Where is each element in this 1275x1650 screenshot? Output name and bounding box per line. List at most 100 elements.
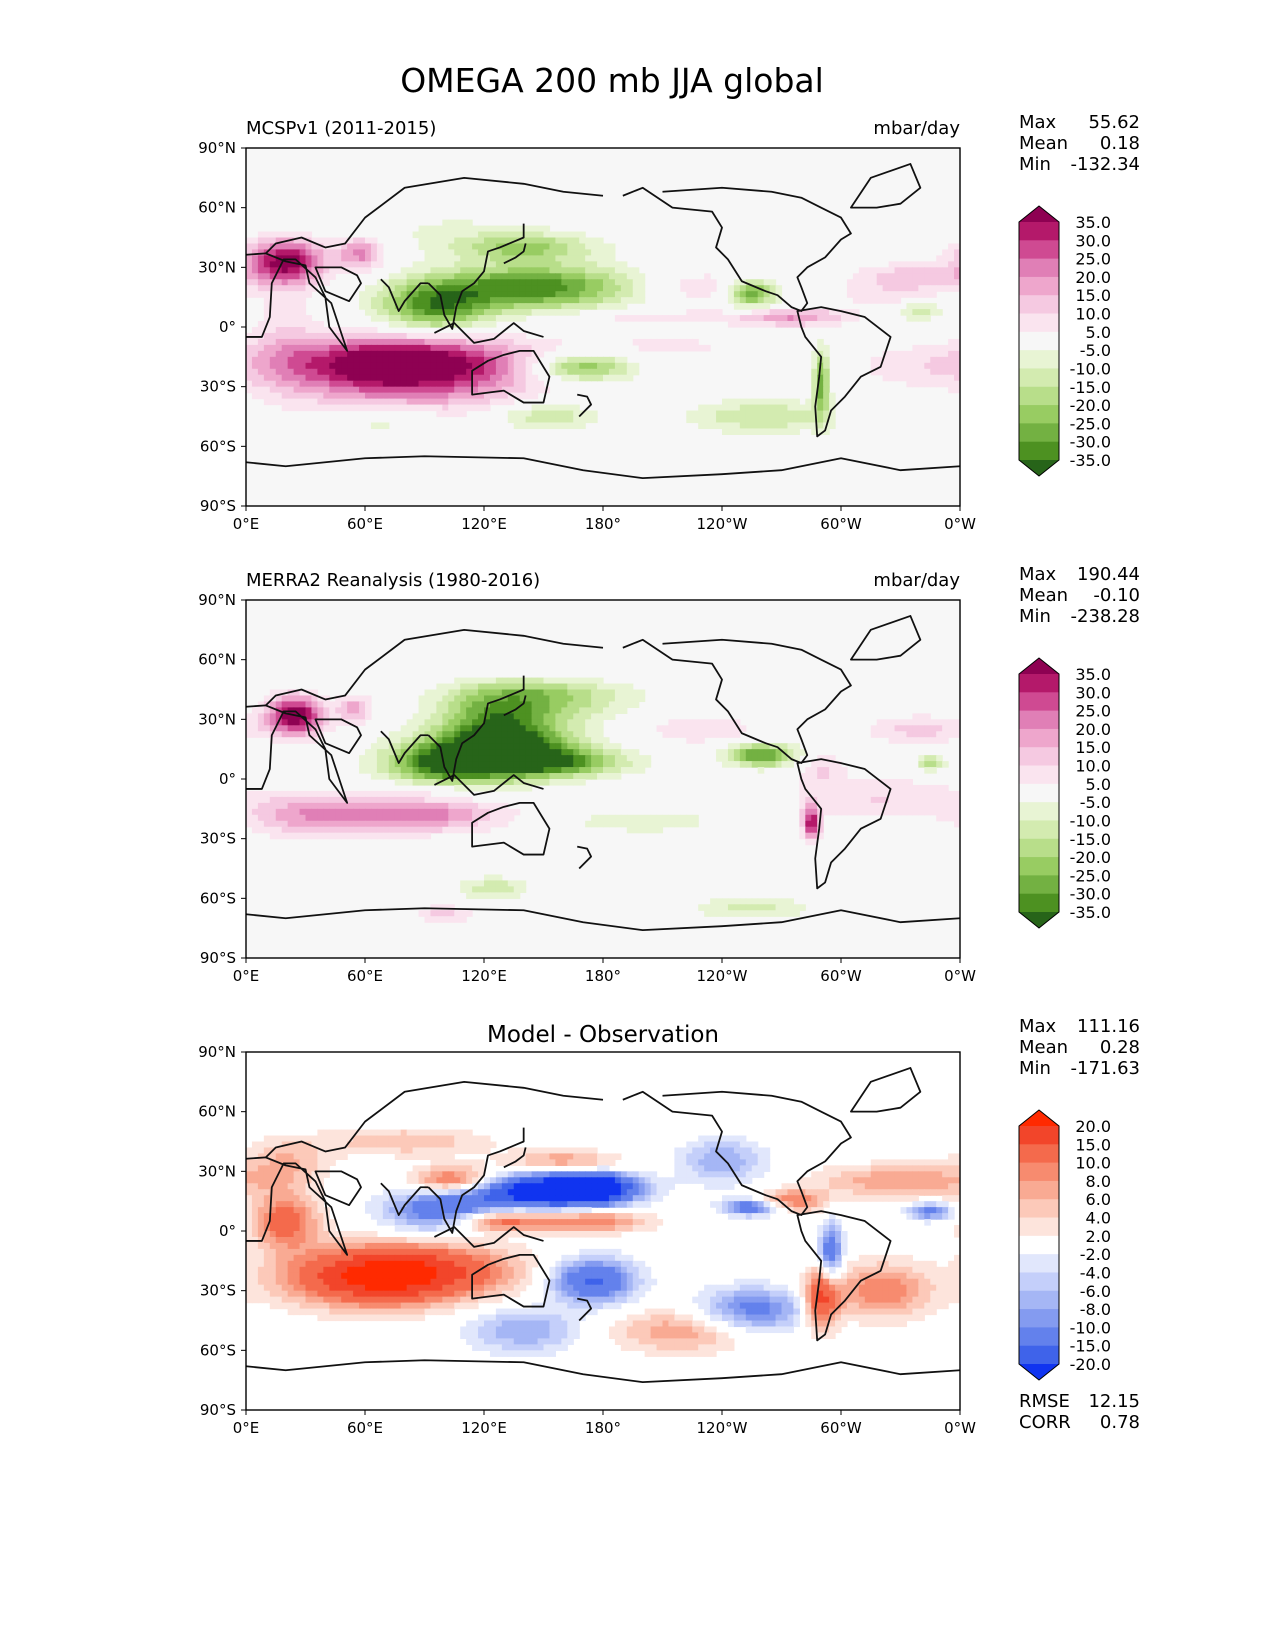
field-cell [543,725,551,732]
field-cell [311,820,318,828]
field-cell [448,368,455,376]
field-cell [388,737,396,744]
field-cell [359,255,366,262]
field-cell [864,784,872,792]
field-cell [376,743,384,750]
field-cell [406,321,414,328]
field-cell [341,356,348,364]
field-cell [686,338,693,346]
field-cell [454,707,461,714]
field-cell [846,784,854,792]
field-cell [275,285,283,292]
field-cell [513,410,521,418]
field-cell [519,410,527,418]
field-cell [597,368,604,376]
x-tick-label: 60°W [820,967,862,985]
field-cell [704,1171,711,1178]
field-cell [406,796,414,804]
field-cell [489,701,497,708]
field-cell [442,386,449,394]
field-cell [263,374,271,382]
field-cell [382,802,390,810]
field-cell [275,1141,283,1149]
field-cell [281,249,289,256]
field-cell [501,755,509,762]
field-cell [472,273,479,280]
field-cell [305,1165,313,1172]
field-cell [537,1159,545,1166]
field-cell [561,689,568,697]
field-cell [418,713,426,720]
field-cell [936,1183,943,1190]
field-cell [900,279,908,286]
field-cell [365,237,372,245]
field-cell [543,261,551,268]
field-cell [537,1207,545,1214]
field-cell [359,291,366,298]
field-cell [930,1165,937,1172]
field-cell [555,779,562,786]
colorbar-label: 30.0 [1075,231,1111,250]
field-cell [549,1147,556,1155]
field-cell [912,802,919,810]
field-cell [614,683,622,691]
field-cell [442,267,449,274]
field-cell [531,261,539,268]
field-cell [626,761,634,768]
field-cell [281,731,289,738]
field-cell [257,1165,265,1172]
field-cell [246,1147,253,1155]
field-cell [638,344,646,352]
field-cell [418,291,426,298]
field-cell [418,1171,426,1178]
field-cell [531,719,539,726]
field-cell [353,350,360,358]
field-cell [478,1159,485,1166]
field-cell [948,243,955,251]
field-cell [394,291,402,298]
field-cell [781,1189,789,1196]
field-cell [376,332,384,340]
field-cell [436,796,443,804]
field-cell [686,1165,693,1172]
x-tick-label: 180° [585,515,621,533]
field-cell [811,392,818,400]
field-cell [251,338,259,346]
field-cell [406,808,414,816]
field-cell [620,1171,628,1178]
field-cell [543,291,551,298]
field-cell [418,773,426,780]
field-cell [555,749,562,756]
field-cell [406,814,414,822]
field-cell [722,1183,729,1190]
field-cell [400,273,408,280]
field-cell [644,315,652,322]
field-cell [400,796,408,804]
field-cell [948,350,955,358]
field-cell [745,1201,753,1208]
field-cell [311,392,318,400]
field-cell [460,773,467,780]
field-cell [448,350,455,358]
field-cell [400,362,408,370]
field-cell [799,416,806,424]
field-cell [430,820,437,828]
field-cell [525,344,533,352]
field-cell [454,826,461,834]
field-cell [382,1195,390,1202]
field-cell [573,416,580,424]
field-cell [656,1195,664,1202]
field-cell [263,1201,271,1208]
field-cell [912,344,919,352]
field-cell [311,1165,318,1172]
x-tick-label: 120°W [697,967,748,985]
field-cell [585,1207,592,1214]
field-cell [370,327,378,334]
field-cell [406,1153,414,1160]
field-cell [454,398,461,406]
field-cell [948,255,955,262]
field-cell [942,790,949,798]
field-cell [591,249,598,256]
field-cell [412,368,420,376]
field-cell [608,820,616,828]
